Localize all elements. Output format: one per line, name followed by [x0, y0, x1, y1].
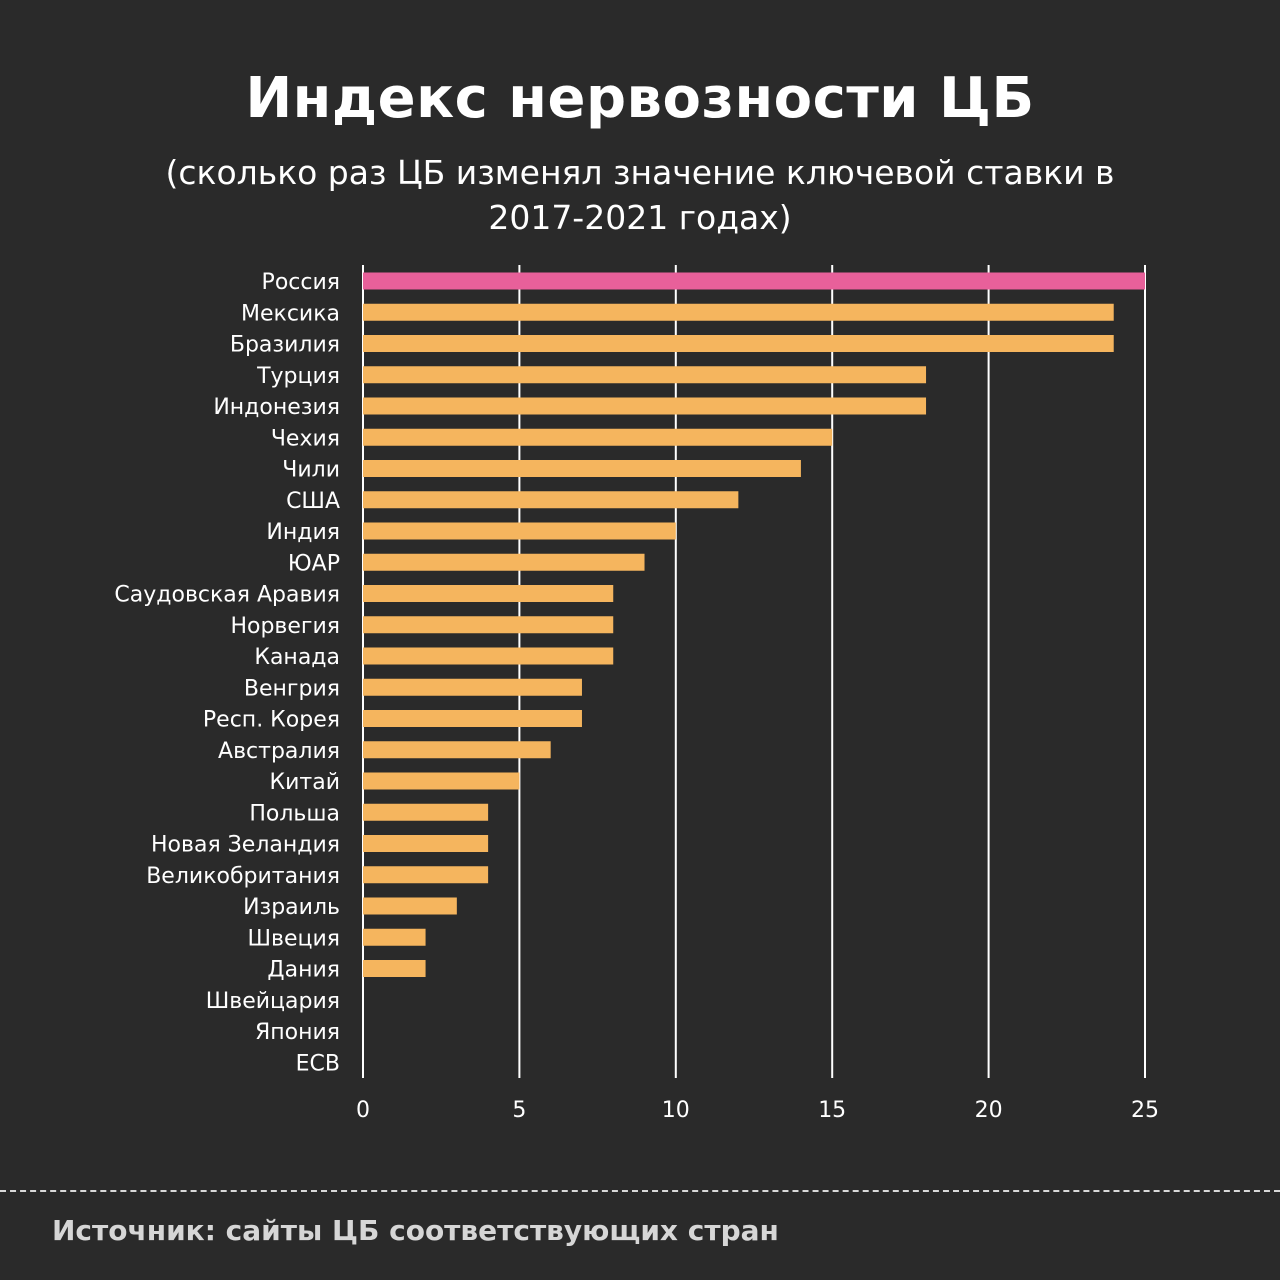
category-label-layer: Россия Мексика Бразилия Турция Индонезия Чехи… — [114, 270, 340, 1076]
bar — [363, 335, 1114, 352]
divider — [0, 1190, 1280, 1192]
category-label: Саудовская Аравия — [114, 583, 340, 608]
category-label: США — [286, 489, 340, 514]
category-label: Швеция — [247, 926, 340, 951]
x-tick-label: 15 — [818, 1098, 846, 1123]
bar — [363, 678, 582, 696]
category-label: Япония — [255, 1020, 340, 1045]
x-tick-label: 20 — [975, 1098, 1003, 1123]
category-label: Россия — [262, 270, 340, 295]
bar — [363, 866, 489, 884]
grid-layer — [362, 265, 1146, 1078]
bar — [363, 397, 927, 415]
bar-layer — [363, 272, 1145, 977]
bar — [363, 960, 426, 977]
x-tick-label: 5 — [512, 1098, 526, 1123]
category-label: ЮАР — [288, 551, 340, 576]
x-tick-label: 25 — [1131, 1098, 1159, 1123]
bar — [363, 835, 489, 852]
category-label: Бразилия — [230, 333, 340, 358]
bar — [363, 272, 1145, 290]
bar — [363, 647, 614, 665]
category-label: Великобритания — [146, 864, 340, 889]
bar — [363, 460, 801, 477]
bar — [363, 366, 927, 384]
x-tick-layer: 0 5 10 15 20 25 — [356, 1098, 1159, 1123]
category-label: Швейцария — [206, 989, 340, 1014]
bar — [363, 772, 520, 790]
category-label: Чили — [282, 458, 340, 483]
x-tick-label: 10 — [662, 1098, 690, 1123]
category-label: Венгрия — [244, 676, 340, 701]
category-label: Канада — [254, 645, 340, 670]
category-label: Австралия — [218, 739, 340, 764]
bar — [363, 303, 1114, 321]
bar — [363, 585, 614, 602]
category-label: Турция — [256, 364, 340, 389]
bar-chart: Россия Мексика Бразилия Турция Индонезия Чехи… — [114, 265, 1159, 1123]
bar — [363, 741, 551, 759]
source-note: Источник: сайты ЦБ соответствующих стран — [52, 1214, 779, 1247]
category-label: Респ. Корея — [203, 708, 340, 733]
bar — [363, 803, 489, 821]
bar — [363, 491, 739, 509]
bar — [363, 710, 582, 727]
bar — [363, 616, 614, 634]
category-label: Мексика — [241, 301, 340, 326]
bar — [363, 522, 676, 540]
category-label: Индонезия — [213, 395, 340, 420]
category-label: Израиль — [243, 895, 340, 920]
category-label: Польша — [249, 801, 340, 826]
bar — [363, 553, 645, 571]
bar — [363, 897, 457, 915]
category-label: Новая Зеландия — [151, 833, 340, 858]
chart-title: Индекс нервозности ЦБ — [245, 66, 1035, 131]
category-label: Китай — [269, 770, 340, 795]
bar — [363, 928, 426, 946]
x-tick-label: 0 — [356, 1098, 370, 1123]
category-label: Чехия — [271, 426, 340, 451]
chart-subtitle: (сколько раз ЦБ изменял значение ключево… — [165, 153, 1115, 237]
category-label: Дания — [267, 958, 340, 983]
category-label: Индия — [266, 520, 340, 545]
bar — [363, 428, 833, 446]
category-label: ECB — [296, 1051, 340, 1076]
category-label: Норвегия — [230, 614, 340, 639]
